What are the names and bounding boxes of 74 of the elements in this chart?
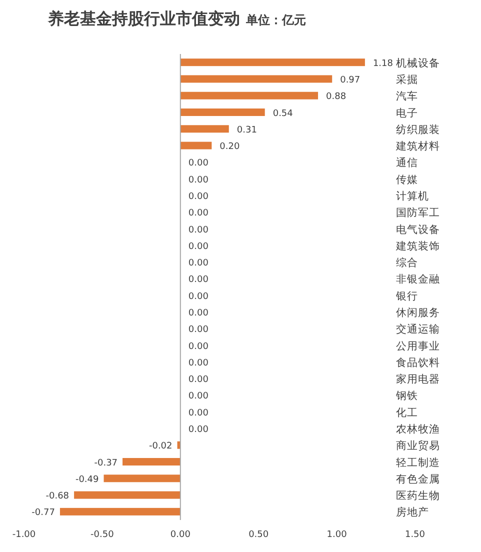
x-tick-label: 0.00 [170,530,191,540]
y-tick-label: 交通运输 [396,322,440,336]
data-label: -0.02 [148,442,172,452]
y-tick-label: 化工 [396,406,418,419]
data-label: 0.00 [188,292,209,302]
data-label: 0.00 [188,325,209,336]
data-label: 0.88 [326,92,346,102]
data-label: 0.00 [188,258,209,269]
x-tick-label: 1.50 [404,530,426,540]
data-label: 0.00 [188,192,209,202]
bar [122,458,180,466]
y-tick-label: 建筑装饰 [395,239,440,252]
bar [180,125,229,133]
data-label: -0.77 [32,508,55,518]
bar [180,142,212,150]
data-label: 0.31 [236,125,257,136]
y-tick-label: 计算机 [396,189,429,202]
y-tick-label: 轻工制造 [396,456,440,469]
y-tick-label: 国防军工 [396,206,440,220]
data-label: 0.00 [188,408,209,418]
y-tick-label: 纺织服装 [396,122,440,136]
data-label: 0.00 [188,308,209,318]
y-tick-label: 电气设备 [396,222,440,236]
data-label: 0.00 [188,175,209,186]
x-tick-label: 0.50 [248,530,269,540]
y-tick-label: 机械设备 [396,56,440,70]
data-label: 0.00 [188,342,209,352]
y-tick-label: 房地产 [396,506,429,519]
data-label: 0.20 [220,142,240,152]
bar [180,92,318,100]
data-label: -0.37 [94,458,118,468]
data-label: -0.49 [75,474,100,485]
data-label: 0.00 [188,275,209,286]
data-label: 0.00 [188,358,209,368]
y-tick-label: 采掘 [396,72,418,86]
data-label: 0.00 [188,424,209,435]
bar [60,508,180,516]
y-tick-label: 传媒 [396,174,418,186]
y-tick-label: 建筑材料 [395,140,440,153]
y-tick-label: 医药生物 [396,489,440,502]
y-tick-label: 非银金融 [396,272,440,286]
data-label: 0.00 [188,208,209,219]
y-tick-label: 银行 [395,290,418,302]
y-tick-label: 汽车 [396,90,418,103]
y-tick-label: 商业贸易 [396,439,440,452]
chart-title: 养老基金持股行业市值变动 [47,9,240,28]
data-label: 1.18 [372,58,394,69]
bar [180,108,265,116]
y-tick-label: 公用事业 [396,339,440,352]
y-tick-label: 有色金属 [396,473,440,486]
y-tick-label: 综合 [396,256,418,270]
data-label: 0.00 [188,225,209,236]
data-label: 0.54 [272,108,294,119]
x-tick-label: -1.00 [12,530,36,540]
data-label: 0.00 [188,392,209,402]
bar [74,491,180,499]
data-label: -0.68 [46,492,70,502]
x-tick-label: -0.50 [90,530,114,540]
y-tick-label: 农林牧渔 [396,422,440,436]
y-tick-label: 电子 [396,106,418,120]
y-tick-label: 通信 [396,156,418,170]
bar [180,75,332,83]
chart-subtitle: 单位：亿元 [245,13,306,27]
y-tick-label: 家用电器 [396,372,440,386]
y-tick-label: 钢铁 [395,390,418,402]
bar [104,474,180,482]
bar [180,58,365,66]
y-tick-label: 休闲服务 [396,306,440,319]
data-label: 0.00 [188,242,209,252]
x-tick-label: 1.00 [326,530,348,540]
y-tick-label: 食品饮料 [396,356,440,369]
data-label: 0.97 [340,75,360,86]
data-label: 0.00 [188,375,209,386]
data-label: 0.00 [188,158,209,169]
